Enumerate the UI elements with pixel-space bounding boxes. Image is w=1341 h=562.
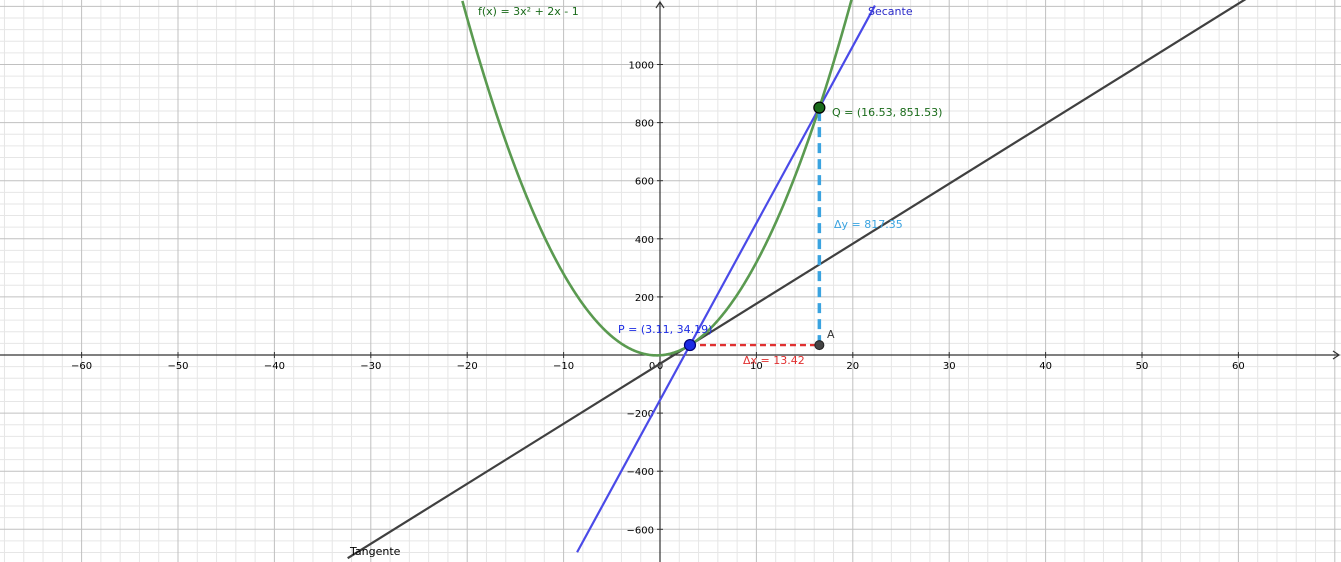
secant-line [576, 5, 876, 553]
y-tick-label: 1000 [629, 61, 654, 72]
x-tick-label: 40 [1039, 361, 1052, 372]
x-tick-label: −10 [553, 361, 574, 372]
x-tick-label: −30 [360, 361, 381, 372]
x-tick-label: 20 [846, 361, 859, 372]
delta-segments [689, 107, 822, 347]
x-tick-label: 50 [1136, 361, 1149, 372]
function-label: f(x) = 3x² + 2x - 1 [478, 5, 579, 18]
point-q-label: Q = (16.53, 851.53) [832, 106, 942, 119]
points [683, 101, 826, 352]
point-a [814, 340, 825, 351]
delta-y-label: Δy = 817.35 [834, 218, 903, 231]
point-p [683, 338, 697, 352]
y-tick-label: 800 [635, 119, 654, 130]
origin-label: 0 [649, 361, 655, 372]
x-tick-label: −50 [167, 361, 188, 372]
x-tick-label: 60 [1232, 361, 1245, 372]
tangent-line [347, 0, 1247, 560]
y-tick-label: −600 [627, 525, 654, 536]
y-axis-arrow [655, 0, 665, 9]
tangent-label: Tangente [349, 545, 401, 558]
y-tick-label: −200 [627, 409, 654, 420]
point-p-label: P = (3.11, 34.19) [618, 323, 712, 336]
x-tick-label: −20 [457, 361, 478, 372]
x-tick-label: −40 [264, 361, 285, 372]
secant-label: Secante [868, 5, 913, 18]
x-axis-arrow [1332, 350, 1341, 360]
x-tick-label: 0 [657, 361, 663, 372]
tick-labels: −60 −50 −40 −30 −20 −10 0 10 20 30 40 50 60 −600 −400 −… [71, 61, 1245, 537]
point-a-label: A [827, 328, 835, 341]
x-tick-label: −60 [71, 361, 92, 372]
point-q [813, 101, 826, 114]
y-tick-label: 200 [635, 293, 654, 304]
y-tick-label: 400 [635, 235, 654, 246]
x-tick-label: 30 [943, 361, 956, 372]
curves [347, 0, 1247, 560]
x-tick-label: 10 [750, 361, 763, 372]
y-tick-label: 600 [635, 177, 654, 188]
function-curve [461, 0, 853, 357]
delta-x-label: Δx = 13.42 [743, 354, 805, 367]
y-tick-label: −400 [627, 467, 654, 478]
